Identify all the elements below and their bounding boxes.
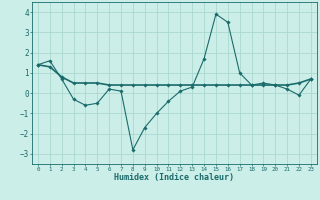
X-axis label: Humidex (Indice chaleur): Humidex (Indice chaleur) <box>115 173 234 182</box>
